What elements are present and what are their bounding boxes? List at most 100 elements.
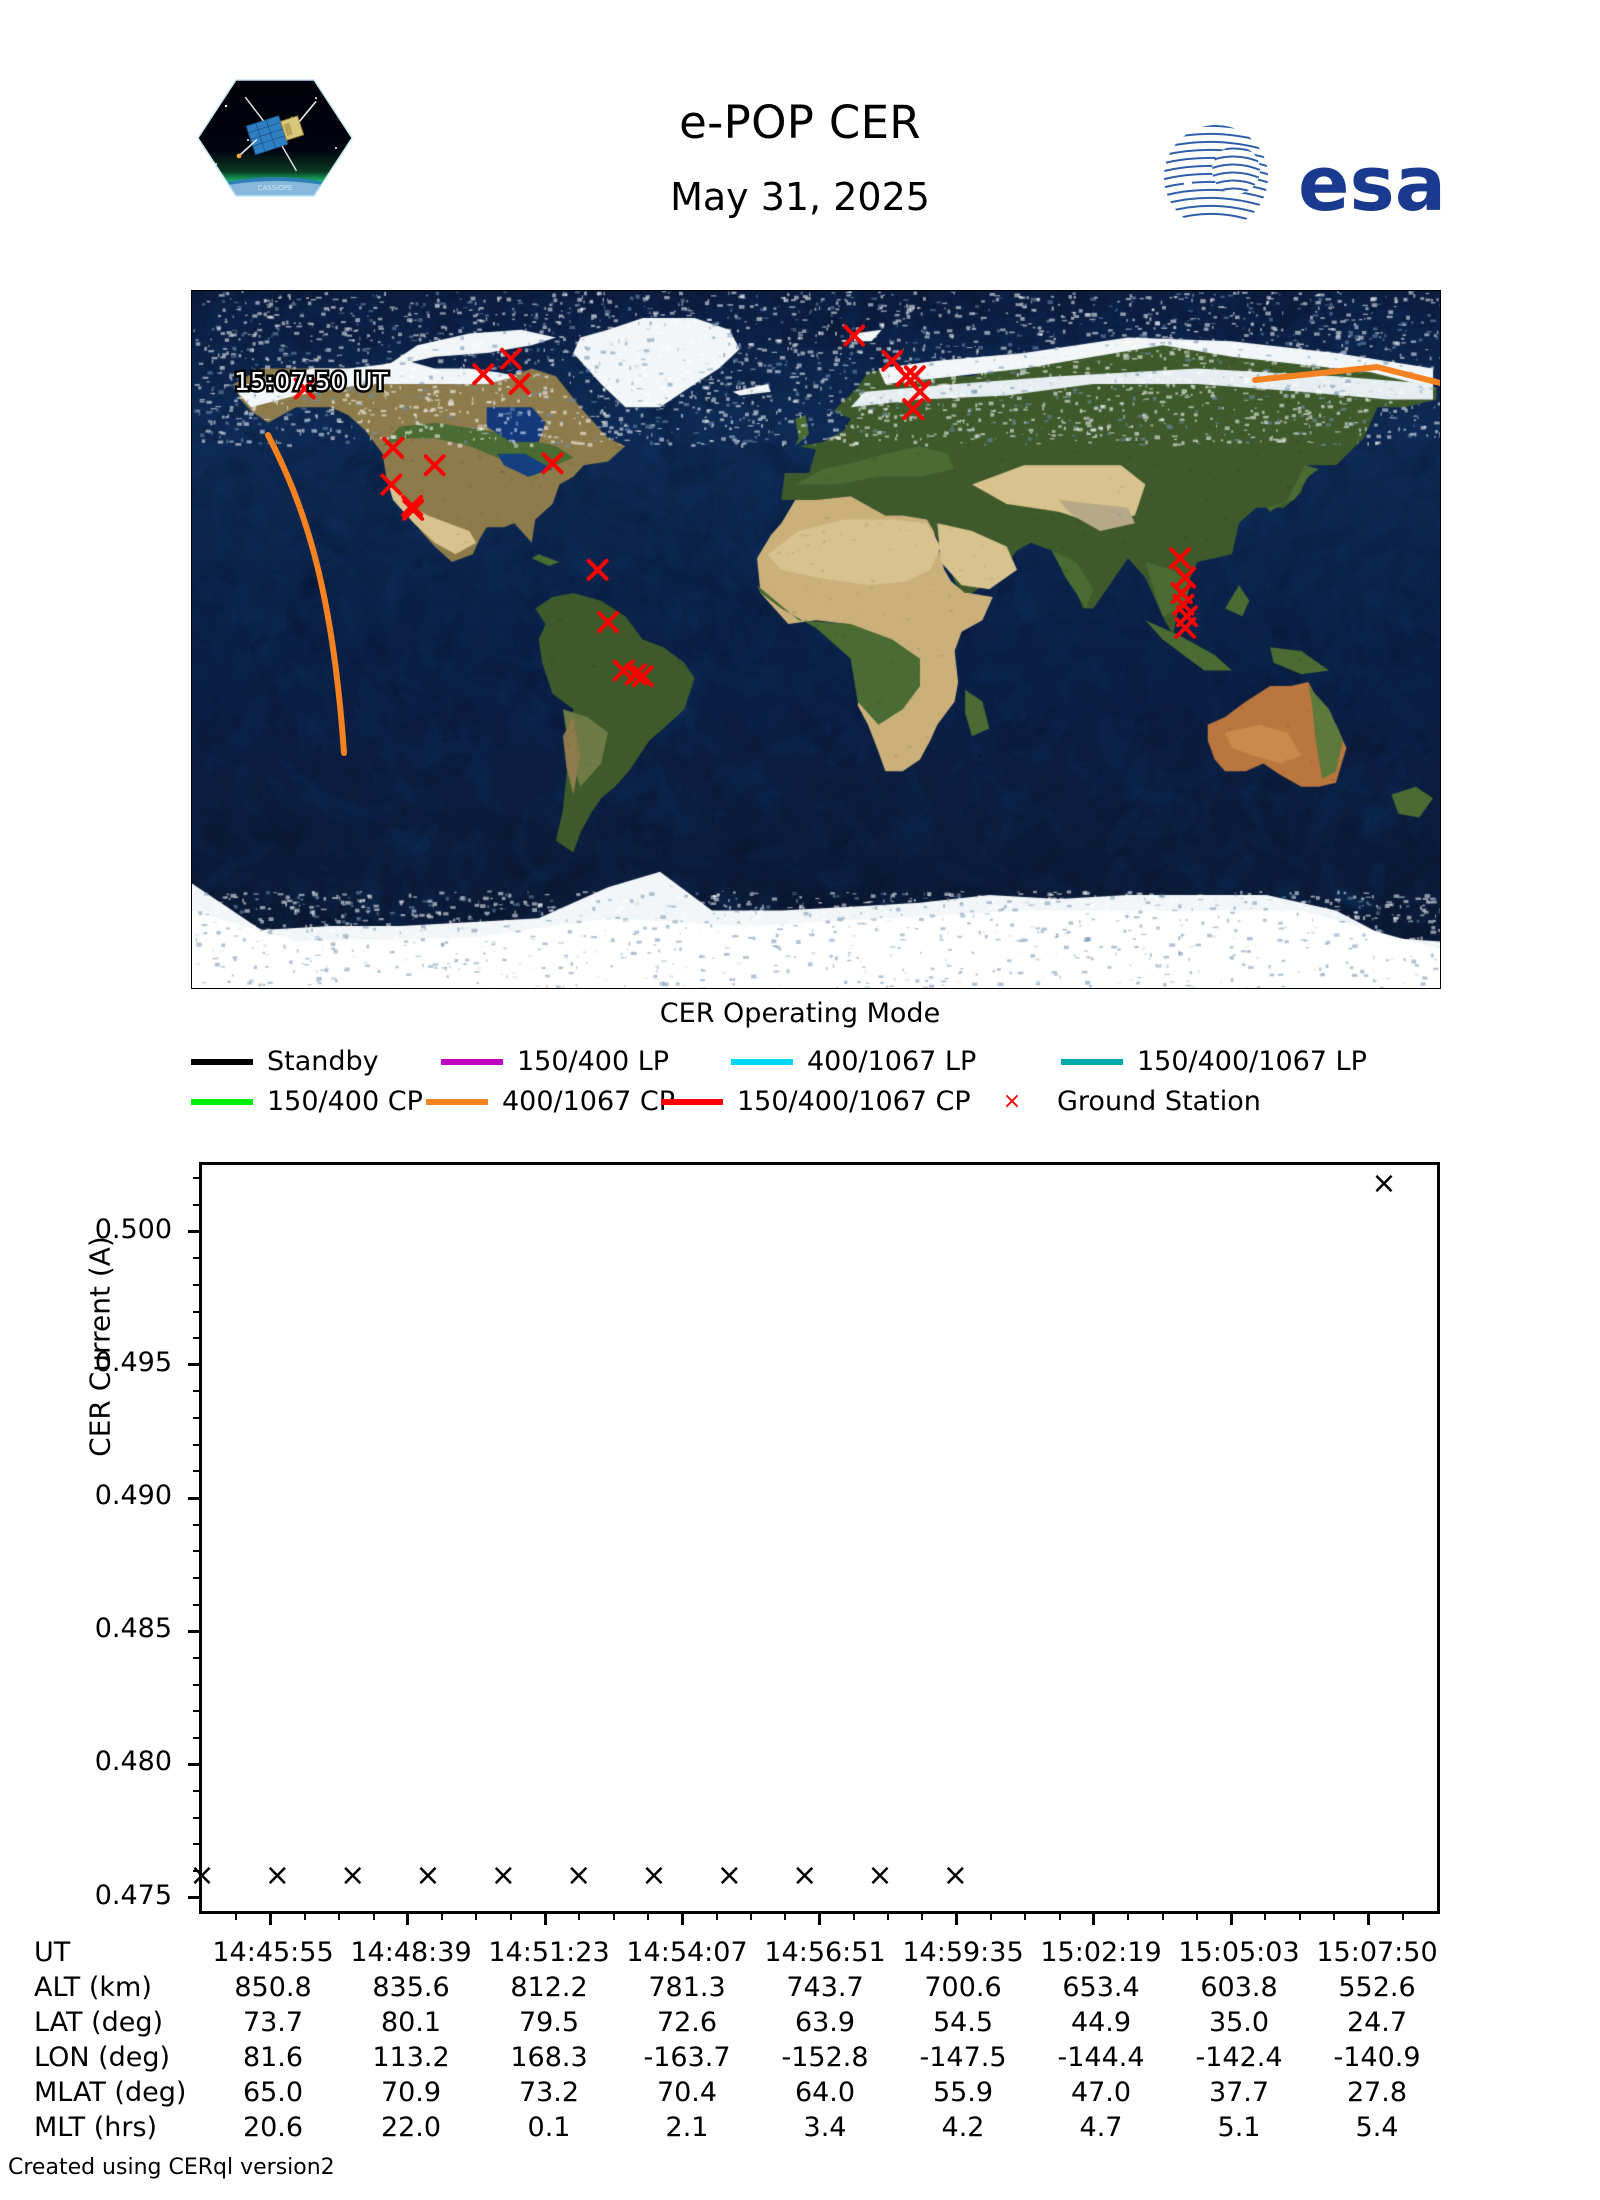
- x-axis-tick: [1230, 1911, 1233, 1925]
- x-axis-minor-tick: [853, 1911, 855, 1920]
- legend-label: Ground Station: [1057, 1083, 1261, 1121]
- legend-item-standby[interactable]: Standby: [191, 1043, 379, 1081]
- legend-color-swatch: [1061, 1059, 1123, 1065]
- data-point-marker: ×: [415, 1861, 440, 1891]
- ground-station-marker-icon: ×: [981, 1083, 1043, 1121]
- legend-color-swatch: [191, 1059, 253, 1065]
- x-axis-minor-tick: [441, 1911, 443, 1920]
- table-row-label: LAT (deg): [30, 2005, 204, 2040]
- x-axis-minor-tick: [1264, 1911, 1266, 1920]
- x-axis-minor-tick: [1196, 1911, 1198, 1920]
- legend-item-ground-station[interactable]: × Ground Station: [981, 1083, 1261, 1121]
- y-axis-minor-tick: [193, 1843, 202, 1845]
- ground-station-marker: [474, 365, 492, 383]
- table-cell: 37.7: [1170, 2075, 1308, 2110]
- x-axis-minor-tick: [578, 1911, 580, 1920]
- table-cell: 73.7: [204, 2005, 342, 2040]
- data-point-marker: ×: [491, 1861, 516, 1891]
- ground-station-marker: [589, 561, 607, 579]
- table-cell: 5.4: [1308, 2110, 1446, 2145]
- y-axis-minor-tick: [193, 1284, 202, 1286]
- table-cell: 700.6: [894, 1970, 1032, 2005]
- ground-station-marker: [904, 400, 922, 418]
- title-block: e-POP CER May 31, 2025: [400, 95, 1200, 225]
- ephemeris-table-wrap: UT 14:45:55 14:48:39 14:51:23 14:54:07 14:56:…: [30, 1935, 1570, 2145]
- x-axis-tick: [406, 1911, 409, 1925]
- y-axis-minor-tick: [193, 1684, 202, 1686]
- data-point-marker: ×: [792, 1861, 817, 1891]
- table-row: LAT (deg) 73.7 80.1 79.5 72.6 63.9 54.5 44.9 35.…: [30, 2005, 1446, 2040]
- ground-station-marker: [599, 613, 617, 631]
- table-cell: 603.8: [1170, 1970, 1308, 2005]
- legend-item-150-400-lp[interactable]: 150/400 LP: [441, 1043, 669, 1081]
- y-axis-minor-tick: [193, 1710, 202, 1712]
- x-axis-tick: [955, 1911, 958, 1925]
- table-cell: 14:45:55: [204, 1935, 342, 1970]
- x-axis-tick: [818, 1911, 821, 1925]
- x-axis-minor-tick: [235, 1911, 237, 1920]
- x-axis-minor-tick: [1402, 1911, 1404, 1920]
- table-cell: 70.9: [342, 2075, 480, 2110]
- table-cell: 14:54:07: [618, 1935, 756, 1970]
- ground-station-marker: [382, 476, 400, 494]
- x-axis-minor-tick: [647, 1911, 649, 1920]
- y-axis-tick-label: 0.480: [12, 1746, 172, 1777]
- page-header: CASSIOPE e-POP CER May 31, 2025: [0, 0, 1600, 260]
- legend-item-150-400-1067-lp[interactable]: 150/400/1067 LP: [1061, 1043, 1367, 1081]
- y-axis-minor-tick: [193, 1444, 202, 1446]
- ground-station-marker: [384, 439, 402, 457]
- table-cell: 44.9: [1032, 2005, 1170, 2040]
- table-row-label: ALT (km): [30, 1970, 204, 2005]
- table-cell: 73.2: [480, 2075, 618, 2110]
- legend-item-400-1067-cp[interactable]: 400/1067 CP: [426, 1083, 675, 1121]
- table-row: MLT (hrs) 20.6 22.0 0.1 2.1 3.4 4.2 4.7 5.1 5.4: [30, 2110, 1446, 2145]
- table-row-label: MLT (hrs): [30, 2110, 204, 2145]
- ground-station-marker: [544, 454, 562, 472]
- data-point-marker: ×: [566, 1861, 591, 1891]
- table-cell: 15:05:03: [1170, 1935, 1308, 1970]
- legend-label: 400/1067 CP: [502, 1083, 675, 1121]
- data-point-marker: ×: [717, 1861, 742, 1891]
- x-axis-minor-tick: [750, 1911, 752, 1920]
- y-axis-minor-tick: [193, 1737, 202, 1739]
- ground-station-marker: [845, 327, 863, 345]
- legend-label: 150/400/1067 CP: [737, 1083, 971, 1121]
- y-axis-tick: [188, 1896, 202, 1899]
- cer-current-plot[interactable]: 0.475 0.480 0.485 0.490 0.495 0.500 × × × × × × × × × ×…: [199, 1162, 1440, 1914]
- data-point-marker: ×: [1371, 1169, 1396, 1199]
- y-axis-minor-tick: [193, 1657, 202, 1659]
- x-axis-minor-tick: [887, 1911, 889, 1920]
- y-axis-minor-tick: [193, 1604, 202, 1606]
- legend-label: 150/400/1067 LP: [1137, 1043, 1367, 1081]
- table-cell: 4.7: [1032, 2110, 1170, 2145]
- table-cell: 743.7: [756, 1970, 894, 2005]
- y-axis-minor-tick: [193, 1177, 202, 1179]
- operating-mode-legend: Standby 150/400 LP 400/1067 LP 150/400/1067…: [191, 1043, 1439, 1123]
- y-axis-minor-tick: [193, 1257, 202, 1259]
- y-axis-minor-tick: [193, 1390, 202, 1392]
- table-cell: 27.8: [1308, 2075, 1446, 2110]
- x-axis-minor-tick: [1059, 1911, 1061, 1920]
- table-cell: 835.6: [342, 1970, 480, 2005]
- legend-item-150-400-1067-cp[interactable]: 150/400/1067 CP: [661, 1083, 971, 1121]
- y-axis-tick-label: 0.490: [12, 1480, 172, 1511]
- data-point-marker: ×: [340, 1861, 365, 1891]
- legend-item-400-1067-lp[interactable]: 400/1067 LP: [731, 1043, 976, 1081]
- table-cell: 14:56:51: [756, 1935, 894, 1970]
- y-axis-minor-tick: [193, 1417, 202, 1419]
- x-axis-tick: [681, 1911, 684, 1925]
- legend-caption: CER Operating Mode: [0, 998, 1600, 1029]
- legend-item-150-400-cp[interactable]: 150/400 CP: [191, 1083, 423, 1121]
- table-cell: 14:59:35: [894, 1935, 1032, 1970]
- table-cell: 64.0: [756, 2075, 894, 2110]
- legend-label: 400/1067 LP: [807, 1043, 976, 1081]
- y-axis-tick-label: 0.475: [12, 1880, 172, 1911]
- world-ground-track-map[interactable]: 14:45:55 UT14:45:55 UT 15:07:50 UT15:07:…: [191, 290, 1441, 989]
- table-cell: 54.5: [894, 2005, 1032, 2040]
- y-axis-tick: [188, 1497, 202, 1500]
- x-axis-minor-tick: [613, 1911, 615, 1920]
- table-cell: 15:02:19: [1032, 1935, 1170, 1970]
- table-cell: 24.7: [1308, 2005, 1446, 2040]
- table-cell: 653.4: [1032, 1970, 1170, 2005]
- table-cell: 81.6: [204, 2040, 342, 2075]
